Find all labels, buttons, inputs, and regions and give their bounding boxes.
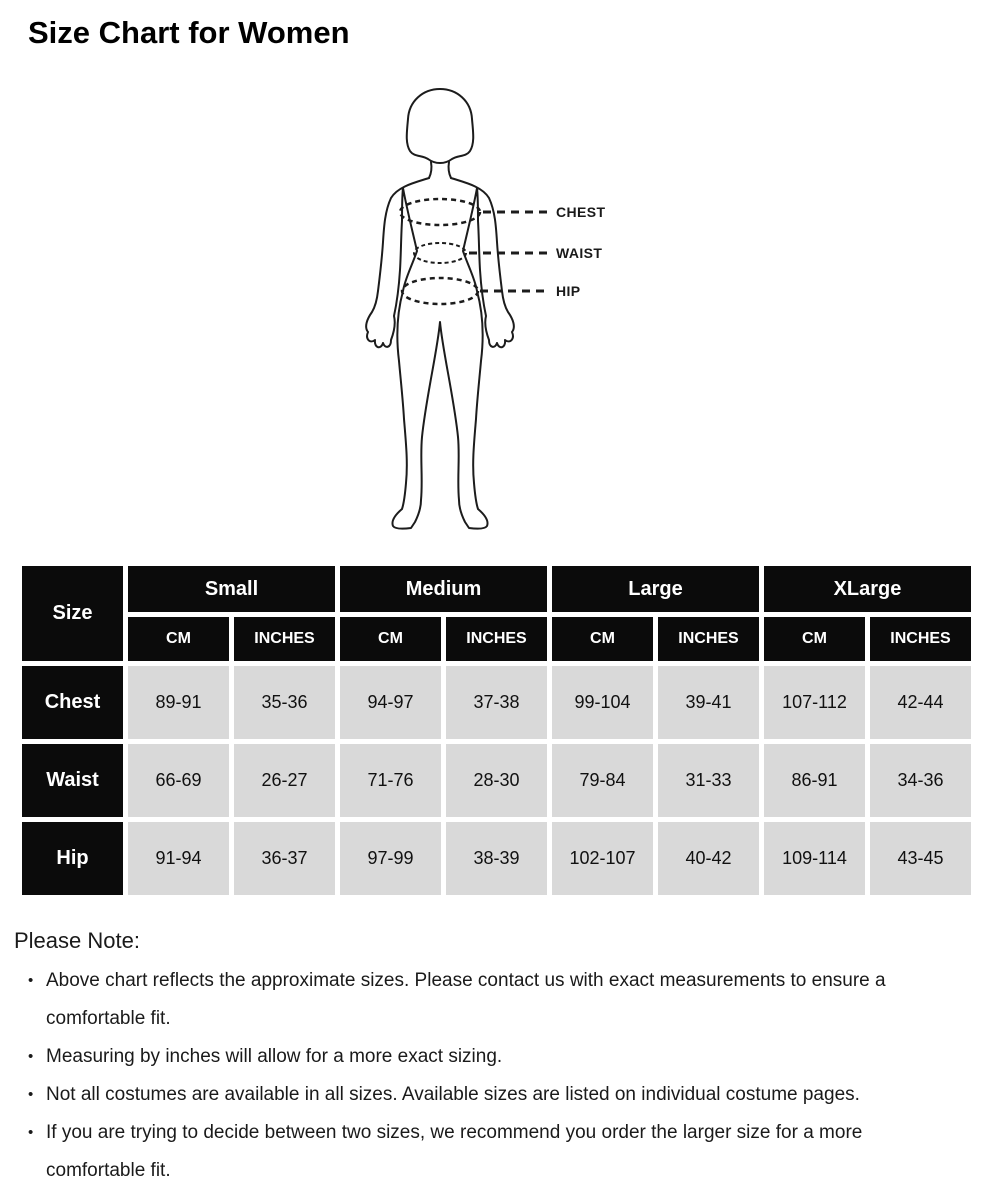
table-cell: 91-94 [128,822,229,895]
table-cell: 94-97 [340,666,441,739]
bullet-glyph: • [28,1086,34,1103]
unit-header-medium-cm: CM [340,617,441,661]
woman-neck-outline [428,161,452,179]
size-group-xlarge: XLarge [764,566,971,612]
table-cell: 37-38 [446,666,547,739]
waist-label: WAIST [556,245,602,261]
table-cell: 109-114 [764,822,865,895]
table-cell: 97-99 [340,822,441,895]
note-item: • Measuring by inches will allow for a m… [14,1038,982,1076]
notes-section: Please Note: • Above chart reflects the … [14,926,982,1190]
size-group-large: Large [552,566,759,612]
table-cell: 86-91 [764,744,865,817]
note-item: • Above chart reflects the approximate s… [14,962,982,1038]
woman-figure-svg: CHEST WAIST HIP [365,88,605,530]
row-label-chest: Chest [22,666,123,739]
table-cell: 107-112 [764,666,865,739]
bullet-glyph: • [28,1124,34,1141]
waist-measure-ellipse [413,242,467,264]
bullet-glyph: • [28,1048,34,1065]
size-corner-header: Size [22,566,123,661]
table-row-waist: Waist 66-69 26-27 71-76 28-30 79-84 31-3… [22,744,971,817]
size-group-small: Small [128,566,335,612]
table-cell: 35-36 [234,666,335,739]
table-cell: 89-91 [128,666,229,739]
hip-label: HIP [556,283,581,299]
size-chart-table: Size Small Medium Large XLarge CM INCHES… [17,561,976,900]
note-item: • If you are trying to decide between tw… [14,1114,982,1190]
note-text: Above chart reflects the approximate siz… [46,970,886,1029]
table-cell: 26-27 [234,744,335,817]
chest-measure-ellipse [398,197,482,227]
table-cell: 31-33 [658,744,759,817]
table-cell: 34-36 [870,744,971,817]
table-cell: 43-45 [870,822,971,895]
row-label-waist: Waist [22,744,123,817]
size-group-medium: Medium [340,566,547,612]
woman-head-outline [405,88,475,164]
table-cell: 39-41 [658,666,759,739]
notes-heading: Please Note: [14,928,140,953]
notes-list: • Above chart reflects the approximate s… [14,962,982,1190]
note-item: • Not all costumes are available in all … [14,1076,982,1114]
unit-header-small-cm: CM [128,617,229,661]
table-cell: 40-42 [658,822,759,895]
note-text: If you are trying to decide between two … [46,1122,863,1181]
note-text: Not all costumes are available in all si… [46,1084,860,1105]
row-label-hip: Hip [22,822,123,895]
unit-header-medium-inches: INCHES [446,617,547,661]
unit-header-xlarge-cm: CM [764,617,865,661]
table-cell: 36-37 [234,822,335,895]
table-cell: 42-44 [870,666,971,739]
measurement-diagram: CHEST WAIST HIP [340,85,670,555]
note-text: Measuring by inches will allow for a mor… [46,1046,503,1067]
table-cell: 79-84 [552,744,653,817]
table-cell: 99-104 [552,666,653,739]
unit-header-large-cm: CM [552,617,653,661]
table-row-hip: Hip 91-94 36-37 97-99 38-39 102-107 40-4… [22,822,971,895]
table-cell: 28-30 [446,744,547,817]
woman-body-outline [365,177,515,530]
table-cell: 66-69 [128,744,229,817]
hip-measure-ellipse [400,276,480,306]
unit-header-small-inches: INCHES [234,617,335,661]
table-cell: 71-76 [340,744,441,817]
table-row-chest: Chest 89-91 35-36 94-97 37-38 99-104 39-… [22,666,971,739]
bullet-glyph: • [28,972,34,989]
table-cell: 38-39 [446,822,547,895]
chest-label: CHEST [556,204,605,220]
page-title: Size Chart for Women [28,15,350,50]
unit-header-xlarge-inches: INCHES [870,617,971,661]
unit-header-large-inches: INCHES [658,617,759,661]
table-cell: 102-107 [552,822,653,895]
